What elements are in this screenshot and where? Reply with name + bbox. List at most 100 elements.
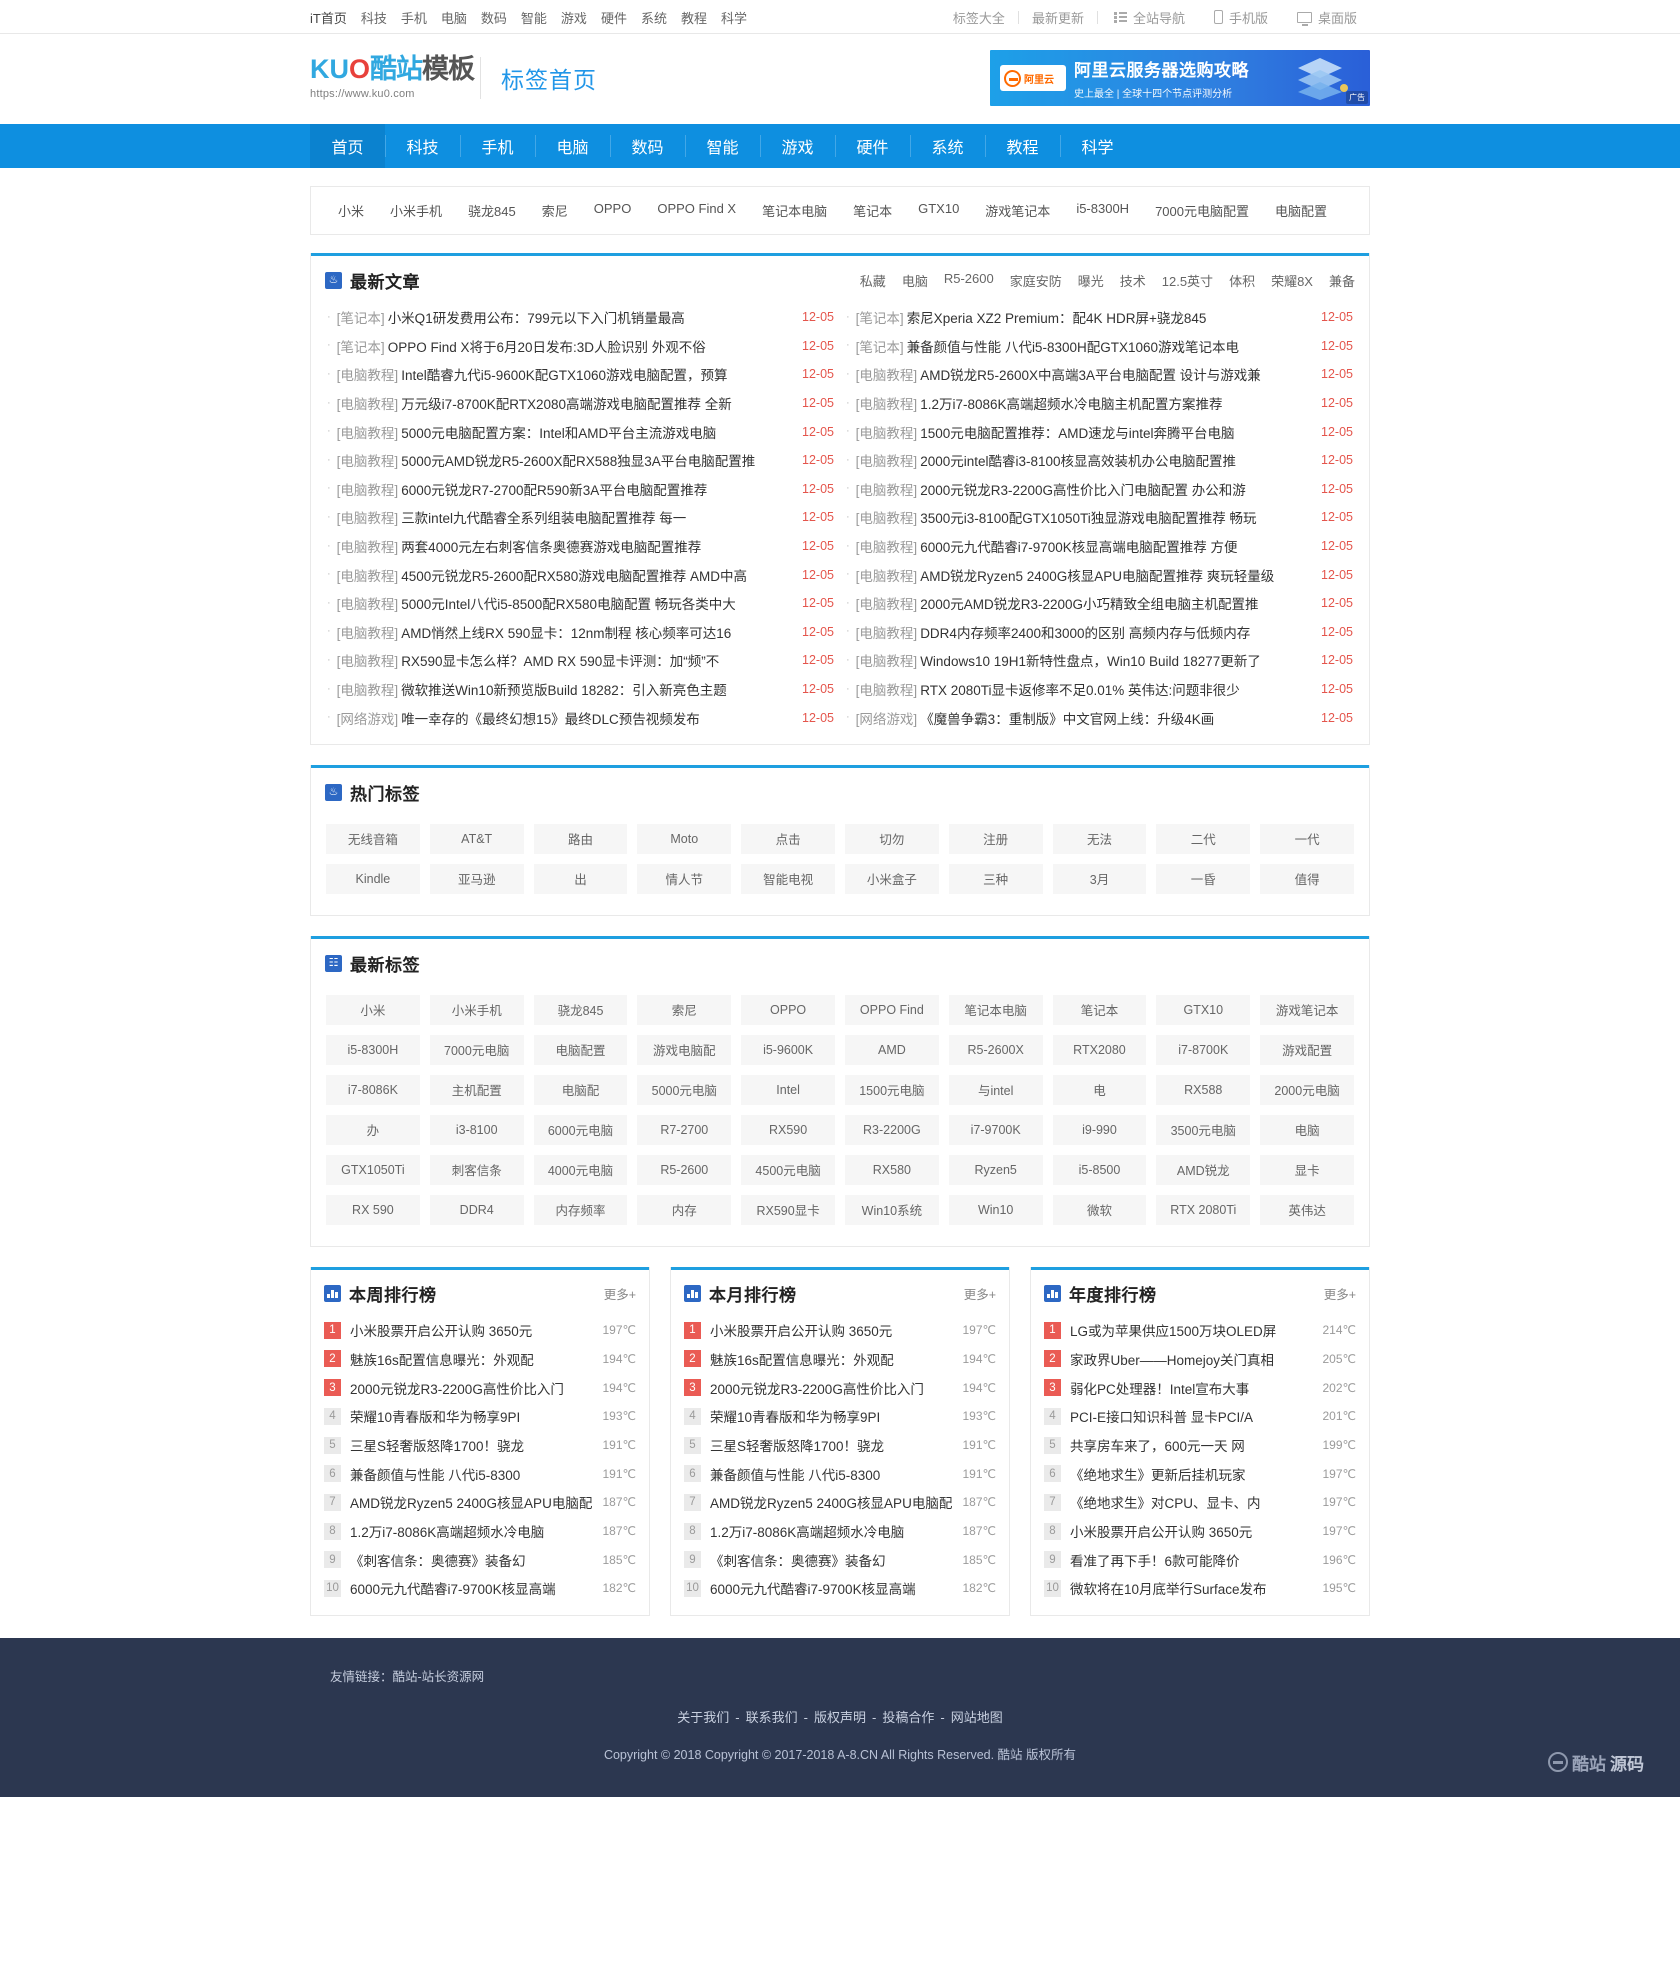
hot-tag-8[interactable]: 二代 — [1156, 823, 1251, 854]
site-logo[interactable]: KUO酷站模板 https://www.ku0.com — [310, 56, 475, 101]
article-category[interactable]: [电脑教程] — [855, 368, 918, 384]
rank-title-link[interactable]: 家政界Uber——Homejoy关门真相 — [1070, 1352, 1275, 1368]
latest-tag-19[interactable]: 游戏配置 — [1260, 1034, 1354, 1065]
article-title-link[interactable]: 微软推送Win10新预览版Build 18282：引入新亮色主题 — [401, 683, 727, 699]
topbar-latest-update-link[interactable]: 最新更新 — [1031, 10, 1084, 26]
ranking-item[interactable]: 7 AMD锐龙Ryzen5 2400G核显APU电脑配 187℃ — [324, 1488, 636, 1517]
ranking-item[interactable]: 6 兼备颜值与性能 八代i5-8300 191℃ — [324, 1459, 636, 1488]
hot-tag-19[interactable]: 值得 — [1260, 863, 1354, 894]
latest-tag-58[interactable]: RTX 2080Ti — [1156, 1194, 1251, 1225]
mainnav-item-0[interactable]: 首页 — [310, 124, 385, 168]
ranking-item[interactable]: 9 看准了再下手！6款可能降价 196℃ — [1044, 1545, 1356, 1574]
rank-title-link[interactable]: 兼备颜值与性能 八代i5-8300 — [350, 1467, 521, 1483]
hot-tag-9[interactable]: 一代 — [1260, 823, 1354, 854]
ranking-item[interactable]: 3 弱化PC处理器！Intel宣布大事 202℃ — [1044, 1373, 1356, 1402]
topbar-link-10[interactable]: 科学 — [720, 10, 747, 26]
rank-title-link[interactable]: 6000元九代酷睿i7-9700K核显高端 — [710, 1582, 916, 1598]
latest-tag-18[interactable]: i7-8700K — [1156, 1034, 1251, 1065]
hot-tag-12[interactable]: 出 — [533, 863, 628, 894]
hot-tag-16[interactable]: 三种 — [948, 863, 1043, 894]
rank-title-link[interactable]: PCI-E接口知识科普 显卡PCI/A — [1070, 1410, 1254, 1426]
latest-tag-30[interactable]: 办 — [326, 1114, 420, 1145]
article-row[interactable]: · [网络游戏] 唯一幸存的《最终幻想15》最终DLC预告视频发布 12-05 — [321, 703, 840, 732]
mainnav-item-7[interactable]: 硬件 — [835, 124, 910, 168]
head-tag-6[interactable]: 12.5英寸 — [1161, 274, 1214, 289]
hot-tag-10[interactable]: Kindle — [326, 863, 420, 894]
rank-title-link[interactable]: AMD锐龙Ryzen5 2400G核显APU电脑配 — [710, 1496, 953, 1512]
latest-tag-11[interactable]: 7000元电脑 — [429, 1034, 524, 1065]
topbar-site-nav-link[interactable]: 全站导航 — [1098, 8, 1198, 27]
article-row[interactable]: · [电脑教程] 微软推送Win10新预览版Build 18282：引入新亮色主题 1… — [321, 675, 840, 704]
article-title-link[interactable]: 5000元Intel八代i5-8500配RX580电脑配置 畅玩各类中大 — [401, 597, 736, 613]
latest-tag-43[interactable]: R5-2600 — [637, 1154, 732, 1185]
article-category[interactable]: [电脑教程] — [336, 568, 399, 584]
ranking-item[interactable]: 5 三星S轻奢版怒降1700！骁龙 191℃ — [324, 1431, 636, 1460]
ranking-more-link[interactable]: 更多+ — [603, 1287, 636, 1302]
head-tag-7[interactable]: 体积 — [1229, 274, 1256, 289]
footer-nav-link-4[interactable]: 网站地图 — [950, 1709, 1003, 1725]
article-row[interactable]: · [电脑教程] 5000元电脑配置方案：Intel和AMD平台主流游戏电脑 12-0… — [321, 417, 840, 446]
ranking-item[interactable]: 6 《绝地求生》更新后挂机玩家 197℃ — [1044, 1459, 1356, 1488]
ranking-item[interactable]: 1 小米股票开启公开认购 3650元 197℃ — [684, 1316, 996, 1345]
rank-title-link[interactable]: 荣耀10青春版和华为畅享9PI — [710, 1410, 881, 1426]
latest-tag-41[interactable]: 刺客信条 — [429, 1154, 524, 1185]
latest-tag-2[interactable]: 骁龙845 — [533, 994, 628, 1025]
mainnav-item-2[interactable]: 手机 — [460, 124, 535, 168]
latest-tag-45[interactable]: RX580 — [844, 1154, 939, 1185]
article-category[interactable]: [电脑教程] — [336, 540, 399, 556]
rank-title-link[interactable]: AMD锐龙Ryzen5 2400G核显APU电脑配 — [350, 1496, 593, 1512]
latest-tag-13[interactable]: 游戏电脑配 — [637, 1034, 732, 1065]
ranking-more-link[interactable]: 更多+ — [1323, 1287, 1356, 1302]
ranking-more-link[interactable]: 更多+ — [963, 1287, 996, 1302]
article-row[interactable]: · [笔记本] 兼备颜值与性能 八代i5-8300H配GTX1060游戏笔记本电 12… — [840, 332, 1359, 361]
article-row[interactable]: · [电脑教程] 1.2万i7-8086K高端超频水冷电脑主机配置方案推荐 12-05 — [840, 389, 1359, 418]
article-row[interactable]: · [电脑教程] AMD锐龙R5-2600X中高端3A平台电脑配置 设计与游戏兼 12… — [840, 360, 1359, 389]
latest-tag-33[interactable]: R7-2700 — [637, 1114, 732, 1145]
footer-nav-link-3[interactable]: 投稿合作 — [882, 1709, 935, 1725]
latest-tag-12[interactable]: 电脑配置 — [533, 1034, 628, 1065]
quick-tag-10[interactable]: i5-8300H — [1076, 201, 1130, 216]
ranking-item[interactable]: 9 《刺客信条：奥德赛》装备幻 185℃ — [324, 1545, 636, 1574]
rank-title-link[interactable]: 《刺客信条：奥德赛》装备幻 — [710, 1553, 886, 1569]
latest-tag-21[interactable]: 主机配置 — [429, 1074, 524, 1105]
article-row[interactable]: · [电脑教程] Windows10 19H1新特性盘点，Win10 Build 1… — [840, 646, 1359, 675]
topbar-link-4[interactable]: 数码 — [480, 10, 507, 26]
article-title-link[interactable]: 6000元九代酷睿i7-9700K核显高端电脑配置推荐 方便 — [920, 540, 1238, 556]
head-tag-3[interactable]: 家庭安防 — [1009, 274, 1062, 289]
latest-tag-24[interactable]: Intel — [741, 1074, 835, 1105]
latest-tag-25[interactable]: 1500元电脑 — [844, 1074, 939, 1105]
latest-tag-8[interactable]: GTX10 — [1156, 994, 1251, 1025]
latest-tag-39[interactable]: 电脑 — [1260, 1114, 1354, 1145]
article-title-link[interactable]: 1.2万i7-8086K高端超频水冷电脑主机配置方案推荐 — [920, 397, 1223, 413]
latest-tag-35[interactable]: R3-2200G — [844, 1114, 939, 1145]
mainnav-item-6[interactable]: 游戏 — [760, 124, 835, 168]
latest-tag-50[interactable]: RX 590 — [326, 1194, 420, 1225]
latest-tag-16[interactable]: R5-2600X — [948, 1034, 1043, 1065]
article-category[interactable]: [电脑教程] — [855, 597, 918, 613]
mainnav-item-1[interactable]: 科技 — [385, 124, 460, 168]
hot-tag-18[interactable]: 一昏 — [1156, 863, 1251, 894]
hot-tag-3[interactable]: Moto — [637, 823, 732, 854]
article-category[interactable]: [电脑教程] — [336, 511, 399, 527]
quick-tag-12[interactable]: 电脑配置 — [1275, 204, 1328, 219]
article-row[interactable]: · [电脑教程] 三款intel九代酷睿全系列组装电脑配置推荐 每一 12-05 — [321, 503, 840, 532]
topbar-all-tags-link[interactable]: 标签大全 — [952, 10, 1005, 26]
article-title-link[interactable]: 6000元锐龙R7-2700配R590新3A平台电脑配置推荐 — [401, 482, 708, 498]
article-category[interactable]: [笔记本] — [336, 339, 385, 355]
latest-tag-59[interactable]: 英伟达 — [1260, 1194, 1354, 1225]
latest-tag-49[interactable]: 显卡 — [1260, 1154, 1354, 1185]
latest-tag-38[interactable]: 3500元电脑 — [1156, 1114, 1251, 1145]
latest-tag-42[interactable]: 4000元电脑 — [533, 1154, 628, 1185]
footer-nav-link-0[interactable]: 关于我们 — [677, 1709, 730, 1725]
article-title-link[interactable]: AMD悄然上线RX 590显卡：12nm制程 核心频率可达16 — [401, 625, 732, 641]
article-category[interactable]: [电脑教程] — [855, 683, 918, 699]
article-title-link[interactable]: Intel酷睿九代i5-9600K配GTX1060游戏电脑配置，预算 — [401, 368, 728, 384]
ranking-item[interactable]: 2 家政界Uber——Homejoy关门真相 205℃ — [1044, 1345, 1356, 1374]
ranking-item[interactable]: 2 魅族16s配置信息曝光：外观配 194℃ — [684, 1345, 996, 1374]
article-row[interactable]: · [电脑教程] RTX 2080Ti显卡返修率不足0.01% 英伟达:问题非很少 1… — [840, 675, 1359, 704]
article-row[interactable]: · [电脑教程] 2000元锐龙R3-2200G高性价比入门电脑配置 办公和游 12-… — [840, 475, 1359, 504]
topbar-desktop-link[interactable]: 桌面版 — [1281, 8, 1370, 27]
article-title-link[interactable]: 《魔兽争霸3：重制版》中文官网上线：升级4K画 — [920, 711, 1215, 727]
latest-tag-22[interactable]: 电脑配 — [533, 1074, 628, 1105]
article-row[interactable]: · [电脑教程] 5000元Intel八代i5-8500配RX580电脑配置 畅玩各… — [321, 589, 840, 618]
